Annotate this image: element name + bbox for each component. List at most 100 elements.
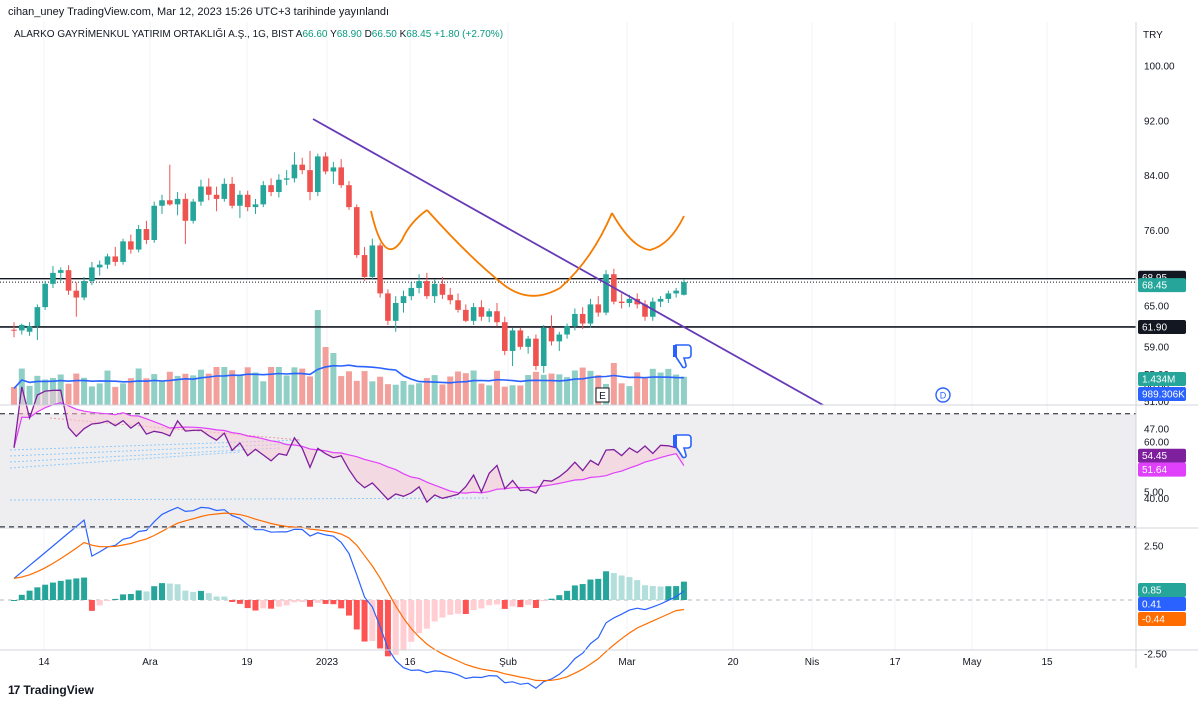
volume-bar [618, 383, 625, 405]
volume-bar [314, 310, 321, 405]
rsi-layer [13, 386, 685, 504]
thumbs-down-icon-cuff [673, 435, 677, 447]
macd-histogram-bar [221, 596, 228, 600]
volume-bar [120, 383, 127, 405]
rsi-line [13, 386, 685, 504]
candle-body [603, 274, 609, 313]
volume-bar [423, 378, 430, 405]
rsi-tick-label: 80.00 [1144, 381, 1169, 392]
volume-bar [345, 371, 352, 405]
macd-histogram-bar [665, 586, 672, 600]
volume-bar [11, 387, 17, 405]
candle-body [494, 311, 500, 323]
macd-layer [0, 506, 1136, 690]
candle-body [509, 330, 516, 351]
rsi-tick-label: 40.00 [1144, 494, 1169, 505]
candle-body [572, 313, 578, 327]
volume-bar [400, 380, 407, 405]
macd-histogram-bar [509, 600, 516, 607]
macd-histogram-bar [486, 600, 493, 606]
candle-body [237, 194, 243, 206]
macd-histogram-bar [540, 600, 547, 602]
open-label: A [295, 29, 303, 40]
volume-bar [275, 367, 282, 405]
high-value: 68.90 [336, 29, 362, 40]
symbol-name[interactable]: ALARKO GAYRİMENKUL YATIRIM ORTAKLIĞI A.Ş… [14, 29, 294, 40]
price-badge-bg [1138, 387, 1186, 401]
earnings-marker: E [599, 391, 606, 402]
macd-histogram-bar [564, 590, 571, 600]
macd-histogram-bar [73, 578, 80, 600]
candle-body [81, 281, 87, 298]
volume-bar [571, 370, 578, 405]
volume-layer [11, 310, 687, 405]
volume-bar [384, 384, 391, 405]
candle-body [618, 301, 625, 304]
candle-body [338, 167, 344, 186]
pane-borders-layer [0, 22, 1198, 668]
candle-body [392, 303, 399, 321]
volume-bar [34, 375, 41, 405]
open-value: 66.60 [302, 29, 328, 40]
volume-bar [104, 370, 111, 405]
volume-bar [501, 386, 508, 405]
macd-histogram-bar [236, 600, 243, 604]
candle-body [190, 201, 196, 221]
macd-histogram-bar [57, 580, 64, 600]
rsi-badge-bg [1138, 448, 1186, 463]
volume-bar [143, 378, 150, 405]
macd-histogram-bar [190, 591, 197, 600]
volume-bar [657, 372, 664, 405]
macd-histogram-bar [151, 586, 158, 600]
macd-histogram-bar [197, 590, 204, 600]
time-tick-label: 20 [727, 657, 739, 668]
volume-bar [244, 367, 251, 405]
volume-bar [649, 368, 656, 405]
dividend-marker-circle [935, 387, 951, 403]
rsi-guide-line [9, 451, 241, 469]
volume-bar [634, 372, 641, 405]
candle-body [34, 307, 41, 327]
macd-histogram-bar [88, 600, 95, 611]
volume-bar [205, 373, 212, 405]
macd-histogram-bar [470, 600, 477, 611]
macd-tick-label: 2.50 [1144, 542, 1164, 553]
candle-body [455, 300, 461, 310]
candle-body [65, 270, 72, 291]
volume-bar [174, 375, 181, 405]
candle-body [424, 281, 430, 297]
candle-body [330, 167, 337, 172]
volume-bar [556, 374, 563, 405]
time-tick-label: Şub [499, 657, 517, 668]
volume-bar [680, 376, 687, 405]
tradingview-footer[interactable]: 17 TradingView [8, 683, 94, 697]
macd-histogram-bar [501, 600, 508, 609]
candle-body [315, 156, 321, 193]
macd-histogram-bar [159, 583, 166, 600]
macd-histogram-bar [673, 586, 680, 600]
symbol-legend[interactable]: ALARKO GAYRİMENKUL YATIRIM ORTAKLIĞI A.Ş… [14, 29, 503, 40]
macd-histogram-bar [455, 600, 462, 614]
macd-histogram-bar [618, 575, 625, 600]
macd-histogram-bar [307, 600, 314, 607]
macd-badge-bg [1138, 612, 1186, 626]
candle-body [595, 304, 602, 313]
volume-bar [439, 384, 446, 405]
macd-histogram-bar [268, 600, 275, 609]
volume-bar [532, 371, 539, 405]
candle-body [276, 179, 282, 193]
rsi-tick-label: 60.00 [1144, 438, 1169, 449]
macd-histogram-bar [26, 590, 33, 600]
macd-histogram-bar [18, 594, 25, 600]
candle-body [665, 293, 672, 299]
macd-histogram-bar [135, 590, 142, 600]
volume-bar [338, 376, 345, 405]
tradingview-brand[interactable]: TradingView [23, 683, 94, 697]
volume-bar [540, 374, 547, 405]
candle-body [533, 338, 539, 367]
macd-badge-bg [1138, 597, 1186, 611]
volume-bar [283, 375, 290, 405]
badges-layer: 68.9568.4561.901.434M989.306K54.4551.640… [1138, 270, 1186, 626]
